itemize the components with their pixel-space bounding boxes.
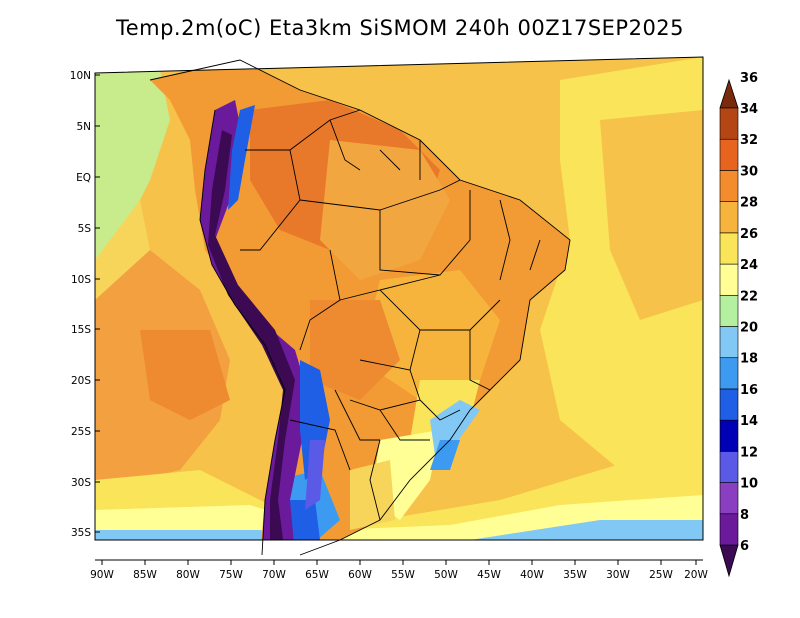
lat-label-eq: EQ bbox=[76, 172, 91, 184]
colorbar-label: 36 bbox=[740, 71, 758, 86]
colorbar-min-arrow bbox=[719, 544, 739, 578]
colorbar-max-arrow bbox=[719, 78, 739, 109]
lon-label-40w: 40W bbox=[520, 569, 544, 581]
lat-label-10n: 10N bbox=[70, 70, 91, 82]
map-frame bbox=[94, 56, 704, 541]
colorbar-segment bbox=[719, 451, 739, 483]
lat-axis: 10N 5N EQ 5S 10S 15S 20S 25S 30S 35S bbox=[70, 70, 100, 539]
lon-label-25w: 25W bbox=[649, 569, 673, 581]
lat-label-10s: 10S bbox=[71, 274, 91, 286]
colorbar-label: 22 bbox=[740, 289, 758, 304]
lon-axis: 90W 85W 80W 75W 70W 65W 60W 55W 50W 45W … bbox=[90, 559, 708, 581]
colorbar-label: 20 bbox=[740, 321, 758, 336]
lat-label-35s: 35S bbox=[71, 527, 91, 539]
country-borders bbox=[149, 59, 571, 556]
lon-label-65w: 65W bbox=[305, 569, 329, 581]
colorbar-segment bbox=[719, 201, 739, 234]
lat-label-30s: 30S bbox=[71, 477, 91, 489]
colorbar-label: 8 bbox=[740, 508, 749, 523]
lon-label-60w: 60W bbox=[348, 569, 372, 581]
colorbar-label: 30 bbox=[740, 164, 758, 179]
colorbar-label: 26 bbox=[740, 227, 758, 242]
lat-label-5n: 5N bbox=[76, 121, 91, 133]
temperature-field bbox=[95, 57, 703, 540]
colorbar-label: 14 bbox=[740, 414, 758, 429]
colorbar-label: 6 bbox=[740, 539, 749, 554]
colorbar-segment bbox=[719, 388, 739, 421]
lon-label-55w: 55W bbox=[391, 569, 415, 581]
colorbar-label: 18 bbox=[740, 352, 758, 367]
colorbar-label: 24 bbox=[740, 258, 758, 273]
lat-label-25s: 25S bbox=[71, 426, 91, 438]
colorbar: 6 8 10 12 14 16 18 20 22 24 26 28 30 32 34 36 bbox=[719, 71, 758, 578]
colorbar-label: 12 bbox=[740, 445, 758, 460]
colorbar-segment bbox=[719, 294, 739, 327]
lat-label-5s: 5S bbox=[78, 223, 92, 235]
colorbar-label: 10 bbox=[740, 477, 758, 492]
lon-label-20w: 20W bbox=[684, 569, 708, 581]
map-title: Temp.2m(oC) Eta3km SiSMOM 240h 00Z17SEP2… bbox=[115, 16, 685, 40]
colorbar-segment bbox=[719, 232, 739, 265]
lon-label-45w: 45W bbox=[477, 569, 501, 581]
colorbar-segment bbox=[719, 357, 739, 390]
lat-label-15s: 15S bbox=[71, 324, 91, 336]
lon-label-70w: 70W bbox=[262, 569, 286, 581]
lon-label-50w: 50W bbox=[434, 569, 458, 581]
colorbar-segment bbox=[719, 170, 739, 202]
colorbar-segment bbox=[719, 107, 739, 140]
lon-label-80w: 80W bbox=[176, 569, 200, 581]
colorbar-label: 28 bbox=[740, 196, 758, 211]
colorbar-label: 16 bbox=[740, 383, 758, 398]
colorbar-segment bbox=[719, 419, 739, 452]
colorbar-segment bbox=[719, 138, 739, 171]
lon-label-75w: 75W bbox=[219, 569, 243, 581]
lon-label-30w: 30W bbox=[606, 569, 630, 581]
colorbar-label: 34 bbox=[740, 102, 758, 117]
colorbar-segment bbox=[719, 482, 739, 515]
lon-label-85w: 85W bbox=[133, 569, 157, 581]
colorbar-segment bbox=[719, 263, 739, 296]
lat-label-20s: 20S bbox=[71, 375, 91, 387]
lon-label-35w: 35W bbox=[563, 569, 587, 581]
colorbar-label: 32 bbox=[740, 133, 758, 148]
lon-label-90w: 90W bbox=[90, 569, 114, 581]
colorbar-segment bbox=[719, 326, 739, 359]
colorbar-segment bbox=[719, 513, 739, 546]
